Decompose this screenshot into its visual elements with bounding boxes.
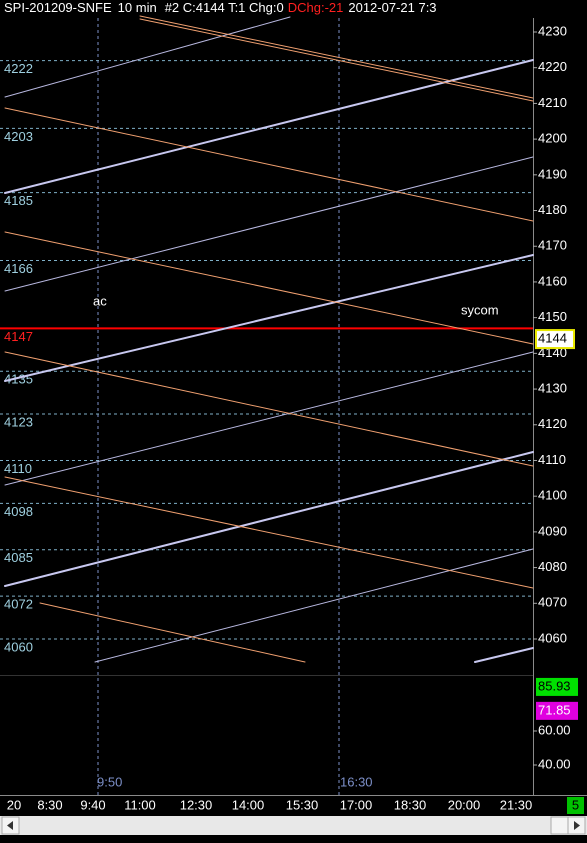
last-price: 4144 — [538, 331, 567, 346]
indicator-box — [536, 701, 578, 720]
x-tick-label: 9:40 — [80, 797, 105, 812]
trendline — [139, 15, 534, 99]
session-label: 9:50 — [97, 774, 122, 789]
indicator-value: 85.93 — [538, 678, 571, 693]
scrollbar[interactable] — [0, 816, 587, 835]
scroll-thumb[interactable] — [550, 816, 569, 835]
trendline — [4, 231, 534, 345]
last-price-box — [535, 329, 575, 350]
trendline — [4, 16, 291, 98]
x-tick-label: 21:30 — [500, 797, 533, 812]
trendline — [4, 156, 534, 292]
page-number: 5 — [572, 797, 579, 812]
x-tick-label: 18:30 — [394, 797, 427, 812]
x-tick-label: 11:00 — [124, 797, 156, 812]
level-label: 4085 — [4, 550, 33, 565]
trendline — [474, 647, 534, 663]
arrow-icon — [574, 821, 580, 830]
y-tick-label: 4180 — [538, 202, 567, 217]
y-tick-label: 4200 — [538, 131, 567, 146]
x-tick-label: 12:30 — [180, 797, 213, 812]
x-tick-label: 8:30 — [37, 797, 62, 812]
y-tick-label: 40.00 — [538, 756, 571, 771]
symbol: SPI-201209-SNFE — [4, 0, 112, 15]
indicator-value: 71.85 — [538, 702, 571, 717]
level-label: 4098 — [4, 504, 33, 519]
trendlines — [4, 15, 534, 663]
x-tick-label: 20:00 — [448, 797, 481, 812]
trendline — [4, 254, 534, 382]
y-tick-label: 4230 — [538, 23, 567, 38]
annotation: sycom — [461, 302, 499, 317]
y-tick-label: 4220 — [538, 59, 567, 74]
y-tick-label: 4110 — [538, 452, 566, 467]
level-label: 4147 — [4, 329, 33, 344]
y-tick-label: 4160 — [538, 273, 567, 288]
datetime: 2012-07-21 7:3 — [348, 0, 436, 15]
level-label: 4222 — [4, 61, 33, 76]
y-tick-label: 4080 — [538, 559, 567, 574]
annotation: ac — [93, 293, 107, 308]
y-tick-label: 4210 — [538, 95, 567, 110]
trendline — [139, 18, 534, 102]
y-tick-label: 4100 — [538, 488, 567, 503]
session-label: 16:30 — [340, 774, 373, 789]
info: #2 C:4144 T:1 Chg:0 — [165, 0, 284, 15]
trendline — [4, 351, 534, 467]
level-label: 4110 — [4, 461, 32, 476]
y-tick-label: 4060 — [538, 630, 567, 645]
x-tick-label: 15:30 — [286, 797, 319, 812]
trendline — [4, 451, 534, 587]
y-tick-label: 60.00 — [538, 722, 571, 737]
y-tick-label: 4170 — [538, 238, 567, 253]
level-label: 4166 — [4, 261, 33, 276]
arrow-icon — [7, 821, 13, 830]
x-tick-label: 20 — [7, 797, 21, 812]
trendline — [4, 351, 534, 486]
trendline — [94, 548, 534, 663]
level-label: 4185 — [4, 193, 33, 208]
page-box — [567, 797, 584, 814]
header: SPI-201209-SNFE 10 min #2 C:4144 T:1 Chg:0… — [4, 0, 437, 15]
level-label: 4123 — [4, 414, 33, 429]
y-tick-label: 4130 — [538, 380, 567, 395]
interval: 10 min — [118, 0, 157, 15]
y-tick-label: 4090 — [538, 523, 567, 538]
y-tick-label: 4190 — [538, 166, 567, 181]
level-label: 4135 — [4, 372, 33, 387]
level-label: 4203 — [4, 129, 33, 144]
x-tick-label: 14:00 — [232, 797, 265, 812]
trendline — [4, 476, 534, 589]
level-label: 4072 — [4, 597, 33, 612]
level-label: 4060 — [4, 639, 33, 654]
daily-change: DChg:-21 — [288, 0, 344, 15]
indicator-box — [536, 677, 578, 696]
y-tick-label: 4120 — [538, 416, 567, 431]
x-tick-label: 17:00 — [340, 797, 373, 812]
y-tick-label: 4150 — [538, 309, 567, 324]
trendline — [4, 107, 534, 222]
trendline — [39, 602, 306, 663]
y-tick-label: 4070 — [538, 595, 567, 610]
